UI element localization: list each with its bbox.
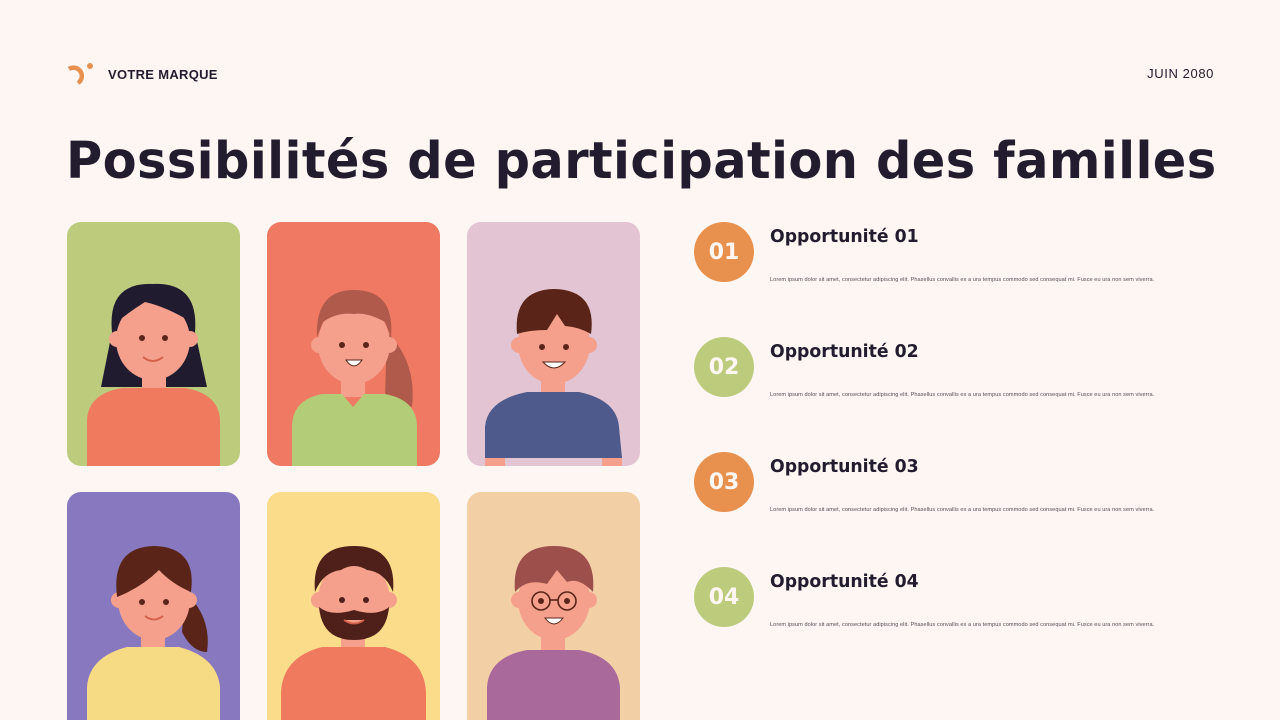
portrait-card-girl-ponytail — [267, 222, 440, 466]
brand: VOTRE MARQUE — [66, 62, 218, 86]
number-badge: 04 — [694, 567, 754, 627]
opportunity-title: Opportunité 04 — [770, 571, 919, 592]
portrait-card-woman-black-hair — [67, 222, 240, 466]
boy-avatar-icon — [485, 289, 622, 466]
portrait-card-man-beard — [267, 492, 440, 720]
portrait-card-boy-glasses — [467, 492, 640, 720]
opportunity-description: Lorem ipsum dolor sit amet, consectetur … — [770, 622, 1155, 628]
opportunity-title: Opportunité 02 — [770, 341, 919, 362]
portrait-card-girl-hoodie — [67, 492, 240, 720]
date-label: JUIN 2080 — [1147, 66, 1214, 81]
brand-logo-icon — [66, 62, 94, 86]
brand-name: VOTRE MARQUE — [108, 66, 218, 82]
opportunity-title: Opportunité 03 — [770, 456, 919, 477]
number-badge: 01 — [694, 222, 754, 282]
number-badge: 03 — [694, 452, 754, 512]
opportunity-description: Lorem ipsum dolor sit amet, consectetur … — [770, 507, 1155, 513]
number-badge: 02 — [694, 337, 754, 397]
girl-avatar-icon — [292, 290, 417, 466]
opportunity-description: Lorem ipsum dolor sit amet, consectetur … — [770, 277, 1155, 283]
woman-avatar-icon — [87, 283, 220, 466]
boy-glasses-avatar-icon — [487, 546, 620, 720]
opportunity-item: 04 Opportunité 04 Lorem ipsum dolor sit … — [694, 567, 1194, 682]
portrait-grid — [67, 222, 640, 720]
opportunity-description: Lorem ipsum dolor sit amet, consectetur … — [770, 392, 1155, 398]
opportunity-item: 01 Opportunité 01 Lorem ipsum dolor sit … — [694, 222, 1194, 337]
portrait-card-boy-brown-hair — [467, 222, 640, 466]
opportunity-item: 02 Opportunité 02 Lorem ipsum dolor sit … — [694, 337, 1194, 452]
girl-hoodie-avatar-icon — [87, 546, 220, 720]
opportunity-title: Opportunité 01 — [770, 226, 919, 247]
opportunities-list: 01 Opportunité 01 Lorem ipsum dolor sit … — [694, 222, 1194, 682]
page-title: Possibilités de participation des famill… — [66, 132, 1217, 191]
opportunity-item: 03 Opportunité 03 Lorem ipsum dolor sit … — [694, 452, 1194, 567]
man-beard-avatar-icon — [281, 546, 426, 720]
